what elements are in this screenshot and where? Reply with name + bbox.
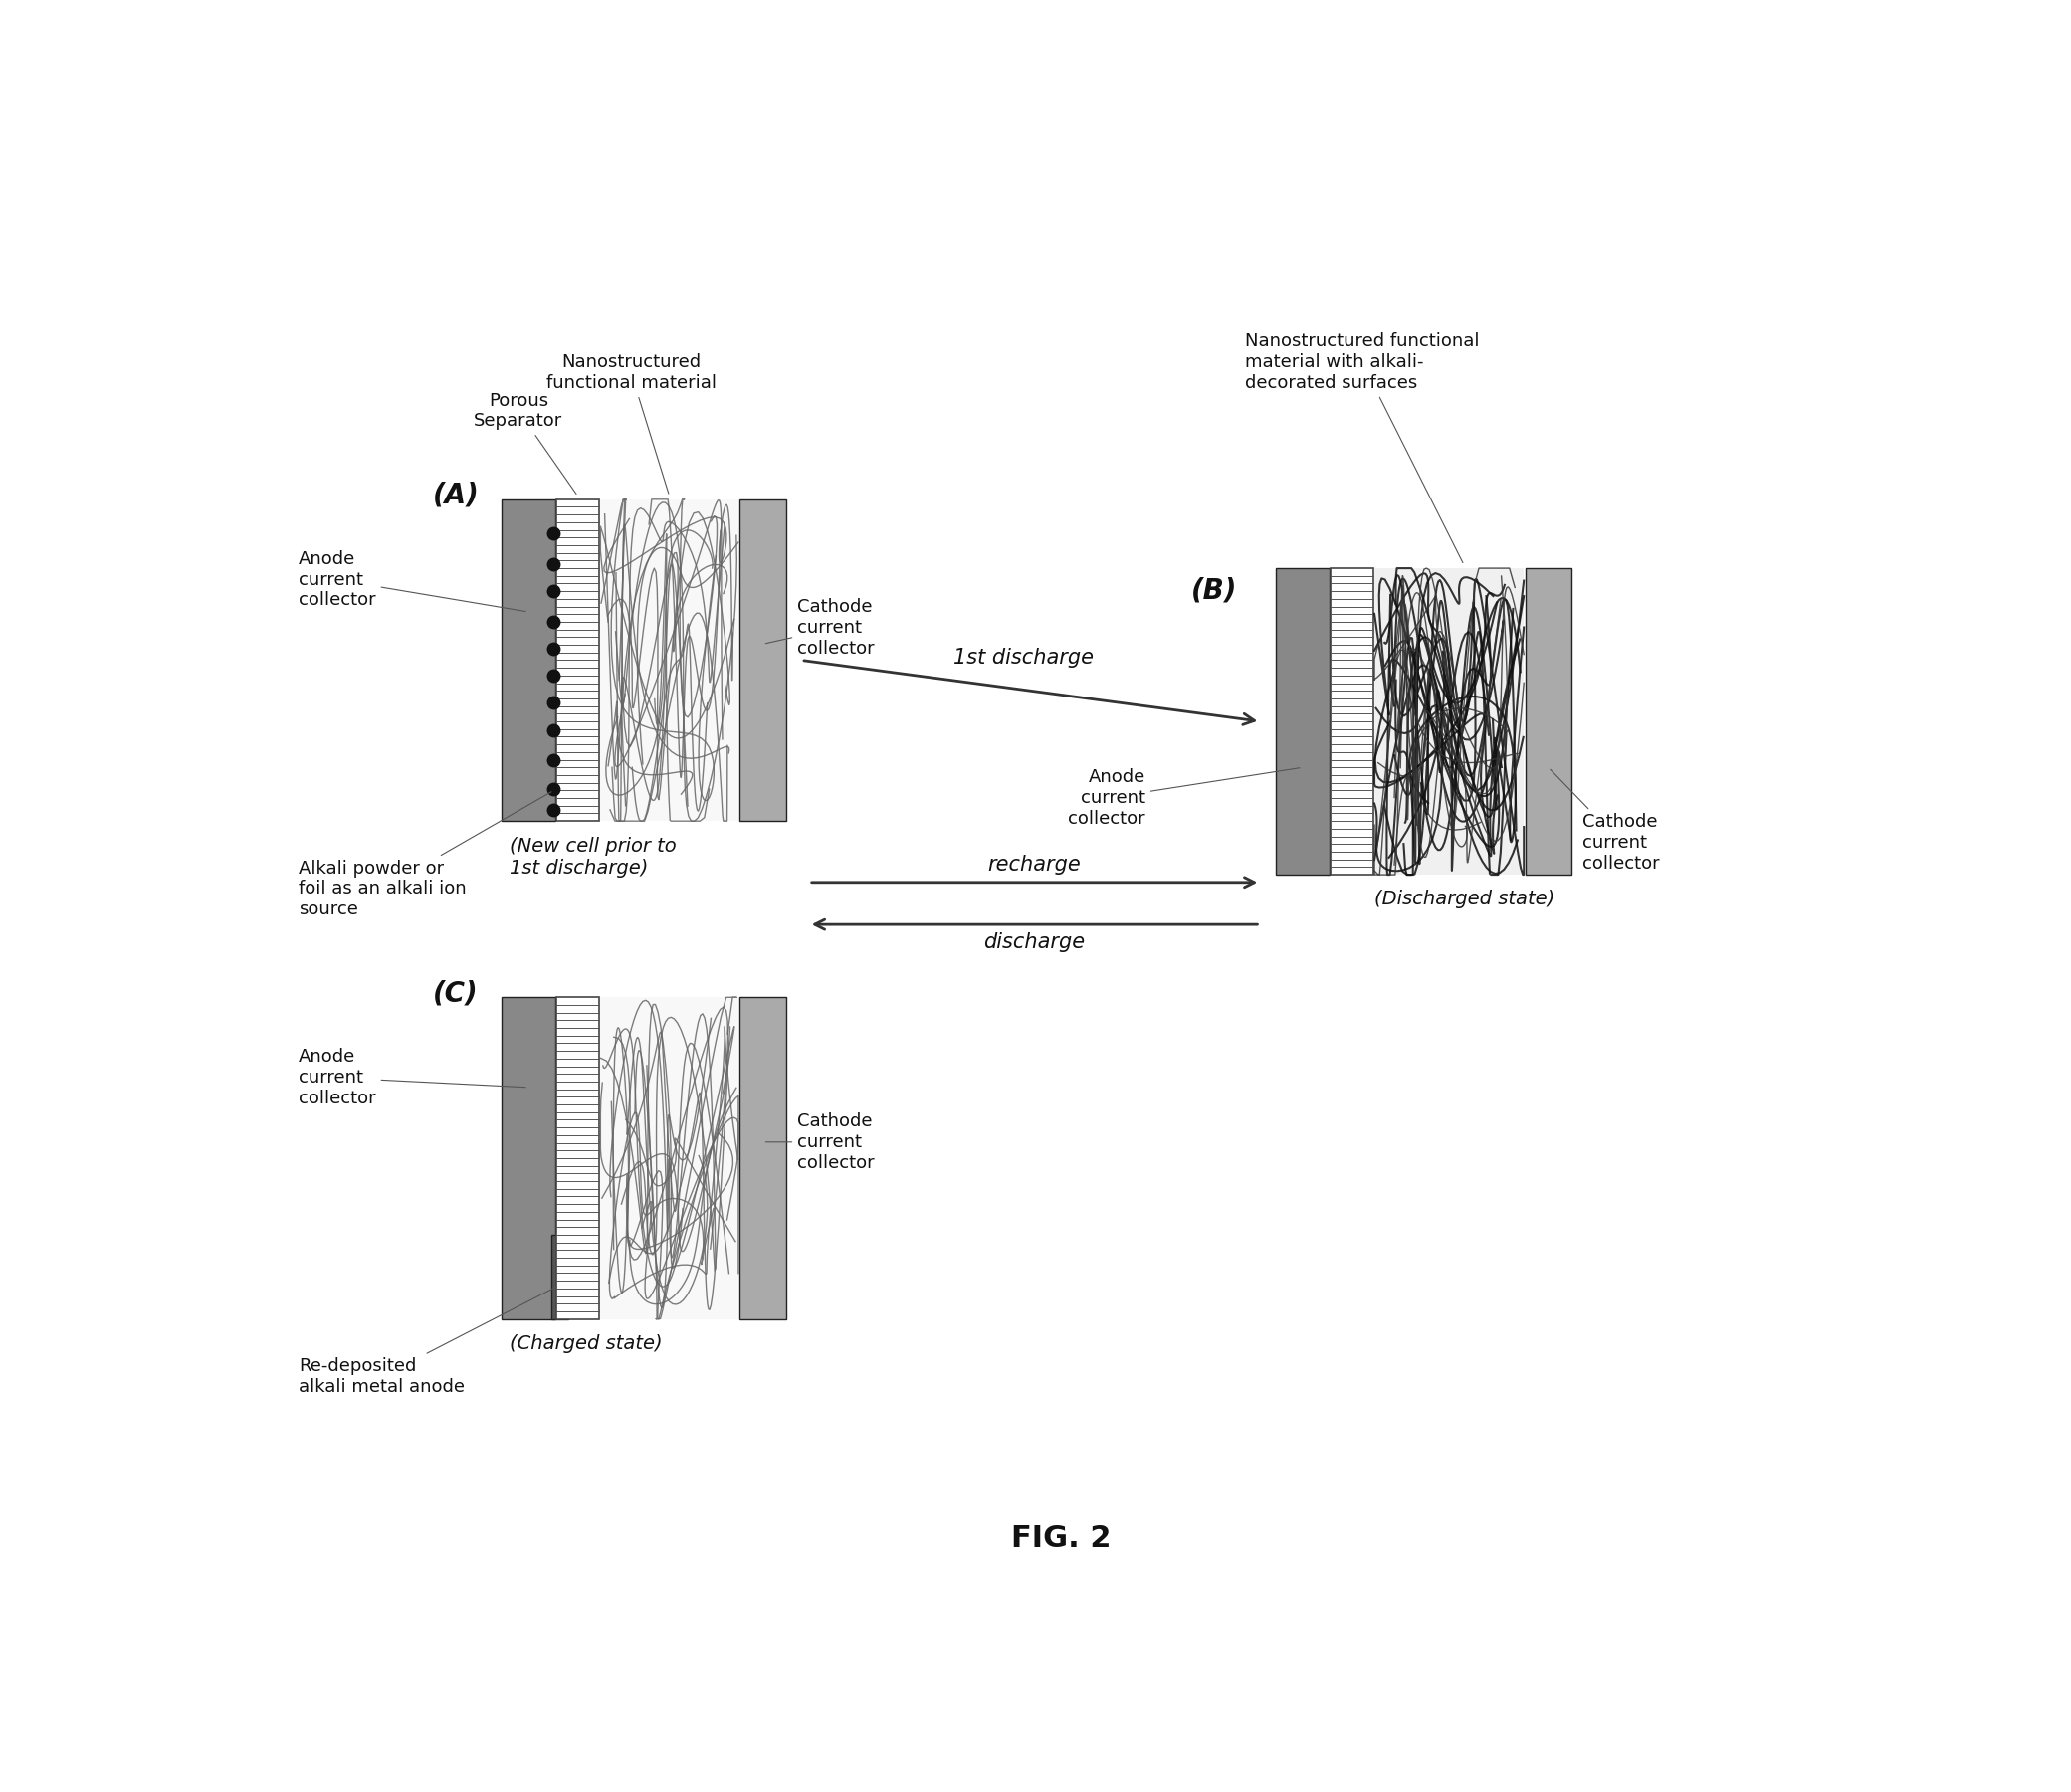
Text: discharge: discharge: [984, 932, 1085, 952]
Text: (A): (A): [433, 482, 478, 509]
Text: Cathode
current
collector: Cathode current collector: [766, 1113, 874, 1172]
Bar: [739, 500, 785, 821]
Text: Alkali powder or
foil as an alkali ion
source: Alkali powder or foil as an alkali ion s…: [298, 792, 551, 919]
Text: (Charged state): (Charged state): [509, 1335, 663, 1353]
Text: Cathode
current
collector: Cathode current collector: [1551, 769, 1661, 873]
Text: (C): (C): [433, 978, 478, 1007]
Text: Anode
current
collector: Anode current collector: [298, 1048, 526, 1107]
Bar: [557, 998, 599, 1319]
Text: 1st discharge: 1st discharge: [953, 649, 1093, 668]
Text: recharge: recharge: [988, 855, 1081, 874]
Bar: [601, 500, 739, 821]
Bar: [739, 998, 785, 1319]
Bar: [1276, 568, 1330, 874]
Bar: [501, 998, 555, 1319]
Bar: [601, 998, 739, 1319]
Text: (Discharged state): (Discharged state): [1375, 891, 1555, 909]
Bar: [1332, 568, 1373, 874]
Text: FIG. 2: FIG. 2: [1011, 1523, 1110, 1552]
Text: Porous
Separator: Porous Separator: [474, 392, 576, 495]
Text: Nanostructured
functional material: Nanostructured functional material: [547, 353, 717, 493]
Text: Anode
current
collector: Anode current collector: [298, 550, 526, 611]
Text: (New cell prior to
1st discharge): (New cell prior to 1st discharge): [509, 837, 675, 878]
Bar: [551, 1235, 567, 1319]
Text: Nanostructured functional
material with alkali-
decorated surfaces: Nanostructured functional material with …: [1245, 333, 1479, 563]
Text: Re-deposited
alkali metal anode: Re-deposited alkali metal anode: [298, 1287, 557, 1396]
Bar: [557, 500, 599, 821]
Text: (B): (B): [1191, 577, 1238, 606]
Bar: [1375, 568, 1524, 874]
Bar: [1526, 568, 1572, 874]
Text: Anode
current
collector: Anode current collector: [1069, 767, 1301, 828]
Text: Cathode
current
collector: Cathode current collector: [766, 599, 874, 658]
Bar: [501, 500, 555, 821]
